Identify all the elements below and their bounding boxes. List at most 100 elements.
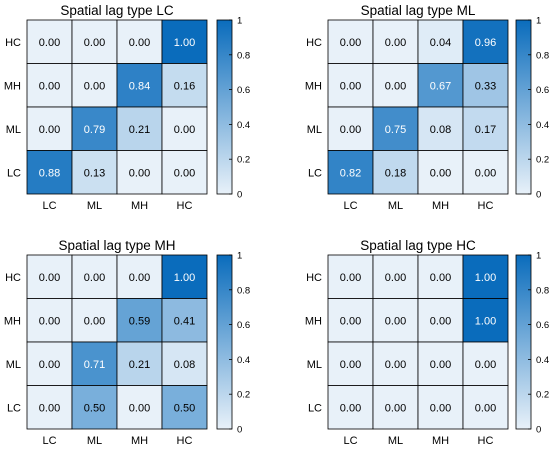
heatmap-cell — [372, 19, 419, 64]
cell-value-label: 0.00 — [430, 167, 451, 179]
colorbar-tick-label: 0.8 — [536, 50, 549, 61]
heatmap-cell — [417, 63, 464, 108]
colorbar-tick-label: 0.6 — [536, 85, 549, 96]
y-tick-label: HC — [306, 272, 322, 284]
colorbar-tick-label: 0 — [237, 190, 242, 201]
y-tick-label: HC — [5, 272, 21, 284]
y-tick-label: LC — [7, 402, 21, 414]
cell-value-label: 0.00 — [84, 315, 105, 327]
y-tick-label: MH — [305, 315, 322, 327]
cell-value-label: 0.00 — [430, 402, 451, 414]
x-tick-label: MH — [131, 435, 148, 447]
colorbar-tick-label: 0.4 — [536, 355, 549, 366]
cell-value-label: 0.82 — [340, 167, 361, 179]
heatmap-cell — [462, 385, 509, 430]
heatmap-cell — [462, 254, 509, 299]
heatmap-cell — [26, 150, 73, 195]
x-tick-label: MH — [432, 200, 449, 212]
colorbar-tick-label: 0.6 — [237, 85, 250, 96]
cell-value-label: 0.08 — [430, 124, 451, 136]
cell-value-label: 0.88 — [39, 167, 60, 179]
heatmap-cell — [26, 341, 73, 386]
cell-value-label: 0.00 — [385, 402, 406, 414]
cell-value-label: 0.00 — [385, 359, 406, 371]
cell-value-label: 0.00 — [84, 272, 105, 284]
cell-value-label: 0.75 — [385, 124, 406, 136]
heatmap-cell — [71, 341, 118, 386]
cell-value-label: 0.00 — [129, 167, 150, 179]
cell-value-label: 0.08 — [174, 359, 195, 371]
heatmap-cell — [372, 106, 419, 151]
cell-value-label: 0.50 — [84, 402, 105, 414]
cell-value-label: 0.00 — [39, 80, 60, 92]
cell-value-label: 0.67 — [430, 80, 451, 92]
x-tick-label: HC — [177, 200, 193, 212]
x-tick-label: HC — [478, 435, 494, 447]
colorbar-tick-label: 0 — [536, 425, 541, 436]
cell-value-label: 0.00 — [129, 402, 150, 414]
cell-value-label: 0.00 — [340, 359, 361, 371]
cell-value-label: 0.00 — [385, 272, 406, 284]
cell-value-label: 0.00 — [385, 80, 406, 92]
cell-value-label: 0.16 — [174, 80, 195, 92]
cell-value-label: 0.96 — [475, 37, 496, 49]
heatmap-cell — [161, 106, 208, 151]
colorbar — [216, 254, 233, 430]
colorbar-tick-label: 1 — [536, 16, 541, 27]
y-tick-label: MH — [4, 80, 21, 92]
heatmap-cell — [327, 254, 374, 299]
cell-value-label: 0.00 — [84, 37, 105, 49]
heatmap-title: Spatial lag type MH — [58, 238, 175, 253]
colorbar-tick-label: 1 — [237, 16, 242, 27]
heatmap-cell — [71, 19, 118, 64]
y-tick-label: HC — [306, 37, 322, 49]
heatmap-panel-3: Spatial lag type MH 0.00 0.00 0.00 1.00 0.00 0… — [4, 238, 250, 447]
colorbar — [515, 254, 532, 430]
heatmap-cell — [462, 341, 509, 386]
y-tick-label: LC — [308, 402, 322, 414]
y-tick-label: MH — [4, 315, 21, 327]
colorbar-tick-label: 0.4 — [237, 120, 250, 131]
heatmap-cell — [417, 385, 464, 430]
cell-value-label: 1.00 — [174, 272, 195, 284]
y-tick-label: ML — [6, 124, 21, 136]
heatmap-cell — [161, 385, 208, 430]
x-tick-label: HC — [478, 200, 494, 212]
heatmap-cell — [26, 254, 73, 299]
colorbar-tick-label: 1 — [536, 251, 541, 262]
cell-value-label: 0.00 — [174, 124, 195, 136]
heatmap-panel-4: Spatial lag type HC 0.00 0.00 0.00 1.00 0.00 0… — [305, 238, 549, 447]
cell-value-label: 0.21 — [129, 124, 150, 136]
colorbar — [515, 19, 532, 195]
heatmap-cell — [161, 19, 208, 64]
cell-value-label: 0.00 — [39, 272, 60, 284]
colorbar-tick-label: 0.2 — [237, 155, 250, 166]
cell-value-label: 0.00 — [475, 402, 496, 414]
heatmap-cell — [462, 106, 509, 151]
cell-value-label: 0.00 — [475, 359, 496, 371]
heatmap-cell — [327, 19, 374, 64]
heatmap-cell — [71, 385, 118, 430]
heatmap-cell — [462, 150, 509, 195]
heatmap-cell — [116, 19, 163, 64]
cell-value-label: 0.04 — [430, 37, 451, 49]
x-tick-label: ML — [87, 435, 102, 447]
cell-value-label: 0.00 — [340, 402, 361, 414]
heatmap-cell — [372, 254, 419, 299]
cell-value-label: 0.21 — [129, 359, 150, 371]
cell-value-label: 0.00 — [340, 272, 361, 284]
cell-value-label: 0.00 — [84, 80, 105, 92]
heatmap-cell — [161, 63, 208, 108]
y-tick-label: HC — [5, 37, 21, 49]
heatmap-cell — [161, 254, 208, 299]
cell-value-label: 0.13 — [84, 167, 105, 179]
x-tick-label: LC — [343, 200, 357, 212]
cell-value-label: 0.00 — [430, 359, 451, 371]
colorbar-tick-label: 0.8 — [237, 285, 250, 296]
colorbar — [216, 19, 233, 195]
cell-value-label: 0.00 — [39, 124, 60, 136]
x-tick-label: ML — [388, 200, 403, 212]
cell-value-label: 0.00 — [430, 272, 451, 284]
cell-value-label: 0.00 — [39, 402, 60, 414]
